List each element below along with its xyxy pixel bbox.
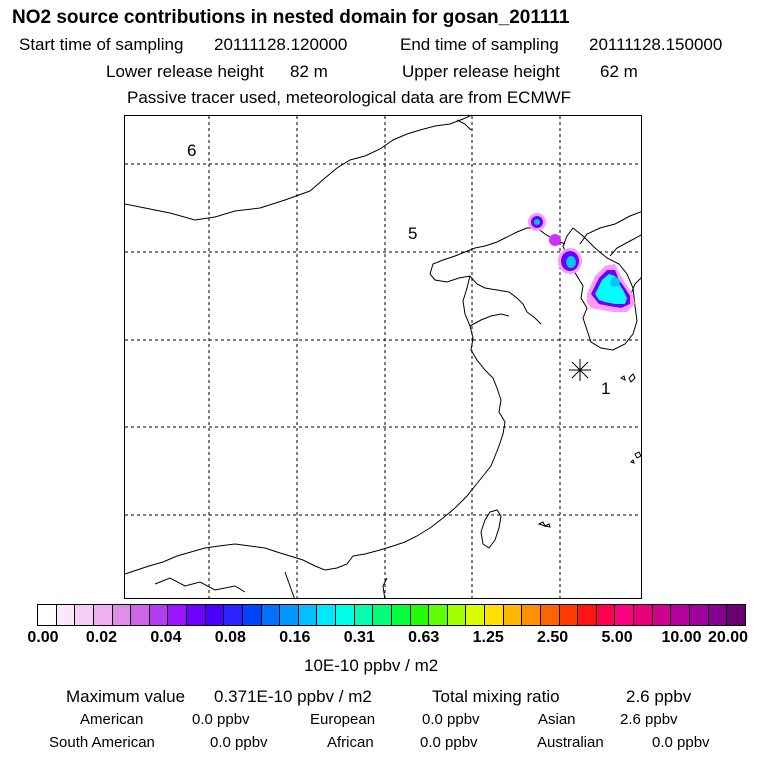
colorbar-segment (74, 605, 93, 625)
colorbar-segment (614, 605, 633, 625)
region-value: 0.0 ppbv (422, 711, 480, 728)
colorbar-tick-label: 0.63 (408, 629, 440, 646)
colorbar-segment (502, 605, 522, 625)
colorbar-tick-label: 0.08 (214, 629, 246, 646)
map-canvas (125, 116, 641, 598)
colorbar-segment (726, 605, 745, 625)
lower-release-value: 82 m (290, 62, 328, 81)
colorbar-segment (372, 605, 391, 625)
colorbar-segment (688, 605, 708, 625)
colorbar-segment (223, 605, 242, 625)
receptor-marker (569, 359, 591, 381)
colorbar-segment (279, 605, 298, 625)
colorbar-tick-label: 20.00 (707, 629, 749, 646)
region-value: 0.0 ppbv (210, 734, 268, 751)
region-name: Asian (538, 711, 576, 728)
colorbar-segment (204, 605, 224, 625)
colorbar-segment (577, 605, 596, 625)
plume-patch (549, 234, 561, 246)
colorbar-segment (484, 605, 503, 625)
colorbar-segment (167, 605, 186, 625)
colorbar-segment (353, 605, 373, 625)
colorbar-segment (335, 605, 354, 625)
max-value: 0.371E-10 ppbv / m2 (214, 687, 372, 706)
start-time-label: Start time of sampling (19, 35, 184, 54)
region-value: 2.6 ppbv (620, 711, 678, 728)
colorbar-tick-label: 0.04 (150, 629, 182, 646)
colorbar-segment (130, 605, 149, 625)
colorbar (37, 604, 746, 626)
colorbar-tick-label: 0.16 (279, 629, 311, 646)
max-value-label: Maximum value (66, 687, 186, 706)
upper-release-label: Upper release height (402, 62, 560, 81)
colorbar-tick-label: 5.00 (601, 629, 633, 646)
colorbar-tick-label: 0.02 (85, 629, 118, 646)
colorbar-segment (651, 605, 671, 625)
region-label: 5 (408, 224, 418, 243)
upper-release-value: 62 m (600, 62, 638, 81)
tracer-note: Passive tracer used, meteorological data… (127, 88, 572, 107)
colorbar-segment (186, 605, 205, 625)
colorbar-segment (428, 605, 447, 625)
region-label: 6 (187, 141, 197, 160)
map-panel: 6 5 1 (124, 115, 642, 599)
colorbar-segment (465, 605, 484, 625)
colorbar-segment (558, 605, 578, 625)
colorbar-segment (446, 605, 466, 625)
colorbar-segment (670, 605, 689, 625)
region-name: Australian (537, 734, 604, 751)
colorbar-tick-label: 0.00 (27, 629, 59, 646)
region-name: European (310, 711, 376, 728)
plume-patch (595, 274, 627, 304)
region-name: American (80, 711, 144, 728)
colorbar-segment (409, 605, 429, 625)
colorbar-tick-label: 1.25 (472, 629, 504, 646)
total-mixing-label: Total mixing ratio (432, 687, 560, 706)
plume-patch (566, 256, 576, 268)
colorbar-segment (111, 605, 131, 625)
region-value: 0.0 ppbv (652, 734, 710, 751)
colorbar-segment (148, 605, 168, 625)
colorbar-segment (260, 605, 280, 625)
colorbar-segment (55, 605, 75, 625)
coastlines (125, 116, 641, 598)
colorbar-segment (521, 605, 540, 625)
colorbar-segment (92, 605, 112, 625)
region-value: 0.0 ppbv (420, 734, 478, 751)
grid-lines (125, 116, 641, 598)
colorbar-segment (38, 605, 56, 625)
colorbar-segment (707, 605, 727, 625)
colorbar-unit: 10E-10 ppbv / m2 (304, 656, 439, 675)
colorbar-tick-label: 2.50 (537, 629, 569, 646)
total-mixing-value: 2.6 ppbv (626, 687, 692, 706)
region-name: South American (49, 734, 155, 751)
colorbar-tick-label: 10.00 (661, 629, 702, 646)
plume-patch (610, 277, 620, 287)
colorbar-segment (316, 605, 335, 625)
colorbar-segment (633, 605, 652, 625)
plume-patch (534, 219, 540, 225)
start-time-value: 20111128.120000 (214, 35, 348, 54)
colorbar-segment (241, 605, 261, 625)
colorbar-tick-label: 0.31 (343, 629, 375, 646)
map-title: NO2 source contributions in nested domai… (12, 7, 570, 28)
end-time-label: End time of sampling (400, 35, 559, 54)
colorbar-segment (297, 605, 317, 625)
lower-release-label: Lower release height (106, 62, 264, 81)
colorbar-segment (539, 605, 559, 625)
colorbar-segment (595, 605, 615, 625)
region-label: 1 (601, 379, 611, 398)
colorbar-segment (390, 605, 410, 625)
region-value: 0.0 ppbv (192, 711, 250, 728)
concentration-plume (528, 213, 635, 312)
end-time-value: 20111128.150000 (589, 35, 723, 54)
region-name: African (327, 734, 374, 751)
